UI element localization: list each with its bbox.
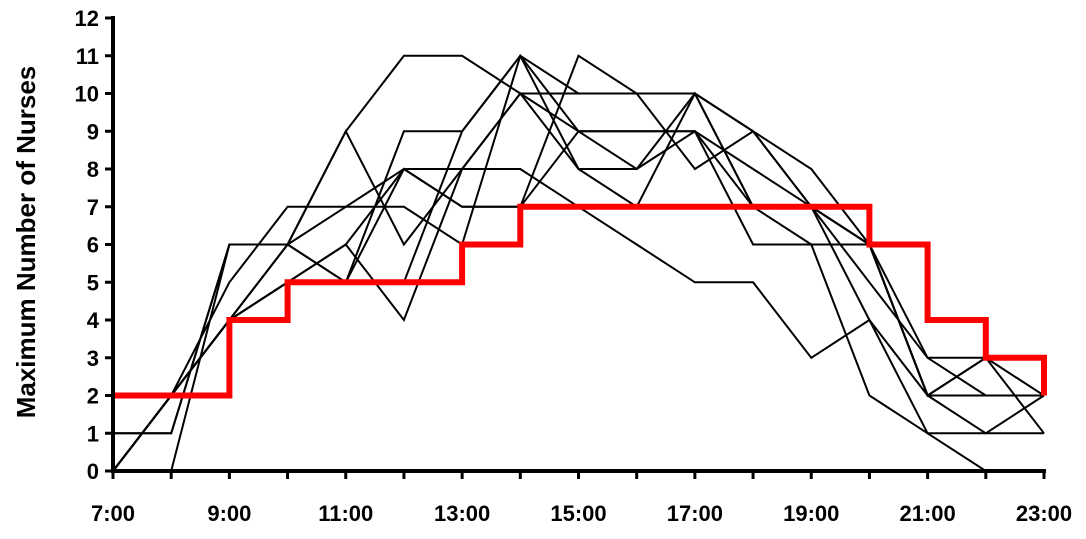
y-tick-label: 4 [87, 308, 100, 333]
y-tick-label: 12 [75, 6, 99, 31]
axes [105, 16, 1046, 479]
y-tick-label: 11 [76, 44, 99, 69]
y-tick-label: 5 [87, 270, 99, 295]
x-tick-label: 11:00 [318, 501, 373, 526]
x-tick-label: 23:00 [1016, 501, 1072, 526]
series-line-6 [113, 54, 1045, 472]
series-line-8 [112, 53, 1044, 472]
series-line-3 [112, 54, 1044, 472]
x-tick-label: 17:00 [667, 501, 723, 526]
series-line-9 [112, 129, 1044, 472]
series-line-4 [113, 92, 1044, 435]
step-series [113, 203, 1047, 399]
series-line-2 [112, 54, 1045, 472]
y-tick-label: 2 [87, 384, 99, 409]
x-tick-label: 13:00 [434, 501, 490, 526]
y-tick-label: 7 [87, 195, 99, 220]
x-tick-label: 19:00 [783, 501, 839, 526]
y-tick-label: 6 [87, 233, 99, 258]
series-lines [112, 53, 1045, 472]
y-tick-label: 10 [75, 82, 99, 107]
y-tick-label: 9 [87, 119, 99, 144]
x-tick-label: 9:00 [207, 501, 251, 526]
step-line [113, 203, 1047, 399]
y-tick-label: 8 [87, 157, 99, 182]
y-tick-label: 1 [87, 421, 99, 446]
y-tick-label: 3 [87, 346, 99, 371]
x-tick-label: 15:00 [550, 501, 606, 526]
series-line-7 [112, 91, 1044, 472]
x-tick-label: 21:00 [899, 501, 955, 526]
y-axis-label: Maximum Number of Nurses [11, 66, 41, 419]
x-tick-label: 7:00 [91, 501, 135, 526]
y-tick-label: 0 [87, 459, 99, 484]
